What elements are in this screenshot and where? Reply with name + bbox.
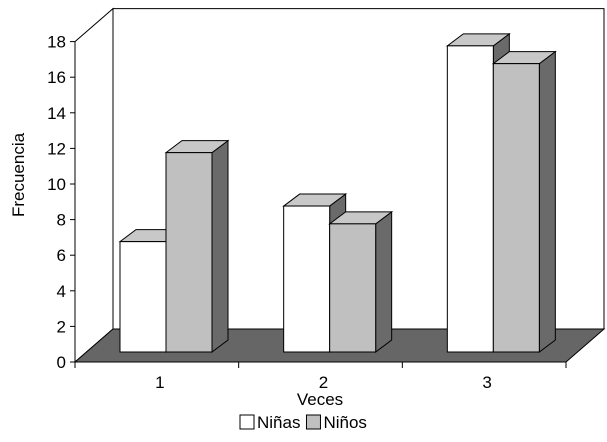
y-tick-label: 6 (57, 246, 66, 265)
bar-side (211, 139, 229, 353)
bar-side (538, 50, 556, 353)
bar-front (329, 223, 377, 353)
bar-front (446, 45, 494, 353)
bar (328, 210, 394, 353)
legend-item: Niños (305, 413, 367, 432)
bar-front (165, 152, 213, 353)
y-tick-label: 12 (47, 139, 66, 158)
legend-item: Niñas (239, 413, 300, 432)
x-tick-label: 1 (155, 373, 164, 392)
y-tick-label: 4 (57, 282, 66, 301)
y-axis-title: Frecuencia (9, 132, 28, 217)
x-tick-label: 3 (482, 373, 491, 392)
y-tick-label: 16 (47, 68, 66, 87)
bar-front (119, 241, 167, 353)
bar-front (492, 63, 540, 353)
bar-front (283, 205, 331, 353)
y-tick-label: 14 (47, 104, 66, 123)
legend-label: Niñas (257, 413, 300, 432)
bar (491, 50, 557, 353)
legend-swatch (305, 414, 321, 430)
bar (164, 139, 230, 353)
bars-group (118, 32, 557, 353)
y-tick-label: 10 (47, 175, 66, 194)
x-tick-label: 2 (319, 373, 328, 392)
bar-side (375, 210, 393, 353)
y-tick-label: 0 (57, 353, 66, 372)
legend-swatch (239, 414, 255, 430)
y-tick-label: 2 (57, 317, 66, 336)
y-tick-label: 18 (47, 33, 66, 52)
y-tick-label: 8 (57, 211, 66, 230)
x-axis-title: Veces (297, 390, 343, 409)
legend: Niñas Niños (239, 413, 367, 432)
legend-label: Niños (323, 413, 366, 432)
side-wall (74, 7, 114, 364)
